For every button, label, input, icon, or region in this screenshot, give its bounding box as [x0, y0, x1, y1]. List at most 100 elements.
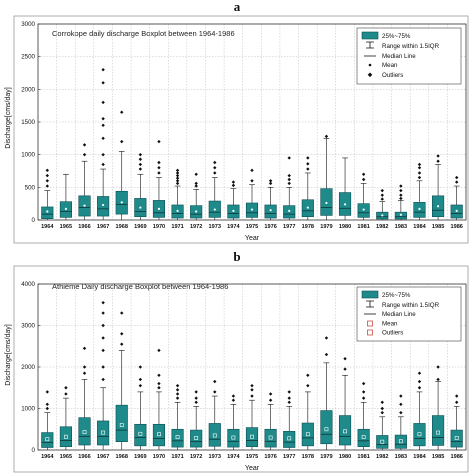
iqr-box	[264, 428, 277, 448]
outlier-point	[175, 392, 180, 396]
outlier-point	[101, 123, 105, 127]
box-1985	[432, 365, 445, 450]
x-tick-label: 1985	[432, 224, 444, 230]
y-tick-label: 0	[32, 447, 36, 454]
x-tick-label: 1970	[153, 454, 165, 460]
outlier-point	[138, 383, 143, 388]
box-1971	[171, 168, 184, 220]
outlier-point	[380, 400, 384, 404]
outlier-point	[157, 381, 161, 386]
outlier-point	[175, 176, 180, 180]
mean-marker	[343, 429, 347, 434]
legend-swatch-whisker	[366, 300, 374, 308]
outlier-point	[101, 336, 105, 340]
outlier-point	[306, 167, 310, 171]
grid-layer	[38, 23, 466, 220]
outlier-point	[361, 396, 366, 400]
mean-marker	[212, 433, 217, 438]
x-tick-label: 1972	[190, 224, 202, 230]
box-1976	[264, 392, 277, 450]
x-axis-label: Year	[245, 235, 260, 242]
outlier-point	[82, 143, 87, 147]
iqr-box	[208, 423, 221, 447]
iqr-box	[338, 415, 352, 446]
box-1976	[264, 179, 277, 220]
box-1975	[245, 383, 259, 450]
mean-marker	[83, 204, 86, 207]
outlier-point	[250, 394, 254, 398]
outlier-point	[268, 179, 273, 183]
mean-marker	[380, 439, 385, 444]
mean-marker	[250, 434, 254, 439]
outlier-point	[399, 188, 403, 193]
legend-item-mean: Mean	[382, 321, 398, 328]
outlier-point	[231, 394, 236, 398]
outlier-point	[399, 184, 403, 188]
mean-marker	[157, 432, 161, 437]
mean-marker	[399, 213, 402, 216]
outlier-point	[175, 179, 180, 183]
chart-title: Athième Daily discharge Boxplot between …	[52, 282, 228, 291]
outlier-point	[157, 171, 161, 175]
box-1982	[376, 400, 389, 450]
outlier-point	[101, 117, 105, 121]
mean-marker	[269, 209, 272, 212]
box-1986	[450, 394, 463, 450]
outlier-point	[101, 162, 105, 167]
outlier-point	[138, 152, 143, 157]
outlier-point	[306, 156, 310, 160]
outlier-point	[45, 390, 50, 394]
outlier-point	[306, 162, 310, 166]
legend: 25%~75% Range within 1.5IQR Median Line …	[356, 27, 462, 85]
y-ticks: 0 500 1000 1500 2000 2500 3000	[21, 21, 41, 224]
x-tick-label: 1978	[302, 224, 314, 230]
x-tick-label: 1986	[450, 454, 462, 460]
outlier-point	[120, 110, 124, 114]
x-tick-label: 1984	[413, 224, 426, 230]
x-tick-label: 1980	[339, 454, 351, 460]
x-tick-label: 1976	[264, 454, 276, 460]
outlier-point	[213, 171, 217, 175]
outlier-point	[82, 365, 87, 369]
outlier-point	[194, 181, 198, 186]
iqr-box	[152, 423, 166, 447]
iqr-box	[432, 415, 445, 446]
x-tick-label: 1967	[97, 224, 109, 230]
outlier-point	[417, 162, 422, 167]
mean-marker	[436, 430, 440, 435]
box-1979	[320, 336, 333, 450]
x-tick-label: 1974	[227, 454, 240, 460]
x-tick-label: 1979	[320, 224, 332, 230]
outlier-point	[213, 379, 217, 384]
iqr-box	[394, 434, 407, 449]
outlier-point	[417, 166, 422, 170]
x-tick-label: 1966	[78, 224, 90, 230]
mean-marker	[381, 214, 384, 217]
outlier-point	[45, 406, 50, 411]
outlier-point	[287, 173, 291, 178]
panel-frame	[13, 15, 469, 244]
outlier-point	[454, 175, 459, 180]
outlier-point	[175, 181, 180, 186]
iqr-box	[171, 428, 184, 448]
y-tick-label: 1500	[21, 119, 35, 126]
outlier-point	[436, 159, 440, 163]
x-tick-label: 1982	[376, 224, 388, 230]
box-1970	[152, 139, 166, 220]
box-1968	[115, 311, 128, 450]
outlier-point	[454, 180, 459, 184]
box-1985	[432, 154, 445, 220]
x-tick-label: 1964	[41, 454, 54, 460]
outlier-point	[287, 400, 291, 404]
x-tick-label: 1964	[41, 224, 54, 230]
iqr-box	[97, 196, 110, 217]
outlier-point	[287, 181, 291, 186]
box-1973	[208, 160, 221, 220]
y-tick-label: 4000	[21, 281, 35, 288]
outlier-point	[213, 160, 217, 165]
outlier-point	[101, 136, 105, 141]
x-tick-label: 1978	[302, 454, 314, 460]
outlier-point	[157, 139, 161, 144]
outlier-point	[157, 373, 161, 377]
panel-label: b	[233, 249, 240, 264]
